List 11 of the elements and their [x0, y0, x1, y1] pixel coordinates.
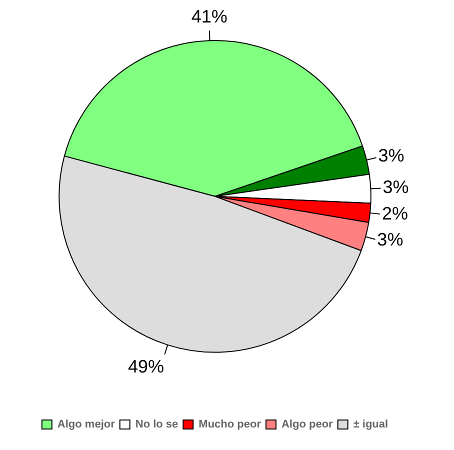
data-label: 3%	[378, 146, 404, 166]
data-label: 49%	[128, 356, 164, 376]
legend-label: Algo peor	[281, 418, 334, 431]
legend-label: No lo se	[135, 418, 178, 431]
legend-label: Mucho peor	[198, 418, 262, 431]
legend-label: Algo mejor	[57, 418, 116, 431]
data-label: 3%	[377, 229, 404, 250]
data-label: 41%	[191, 6, 228, 27]
legend-label: ± igual	[353, 418, 388, 431]
data-label: 3%	[382, 177, 409, 198]
data-label: 2%	[382, 203, 408, 224]
